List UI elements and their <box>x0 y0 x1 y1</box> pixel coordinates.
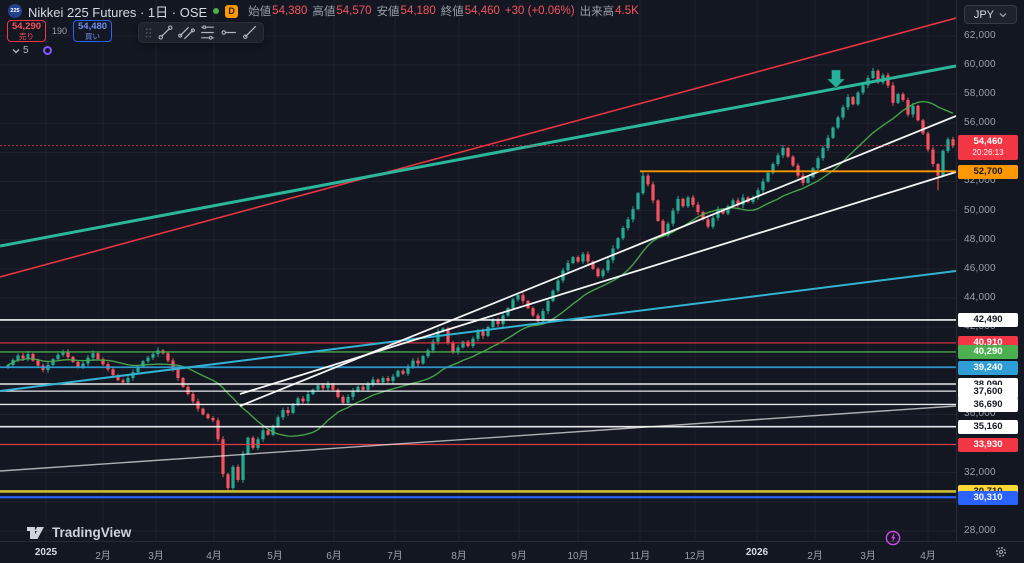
market-status-dot <box>213 8 220 14</box>
toolbar-drag-handle[interactable] <box>143 23 154 42</box>
time-tick-label: 2月 <box>95 551 111 562</box>
ohlc-values: 始値 54,380 高値 54,570 安値 54,180 終値 54,460 +30 … <box>248 3 639 19</box>
time-tick-label: 5月 <box>267 551 283 562</box>
time-tick-label: 11月 <box>629 551 651 562</box>
chart-legend: 225 Nikkei 225 Futures · 1日 · OSE D 始値 54… <box>8 3 639 20</box>
object-tree-toggle[interactable]: 5 <box>8 44 33 57</box>
time-tick-label: 4月 <box>206 551 222 562</box>
low-label: 安値 <box>376 6 400 18</box>
grid <box>0 0 956 541</box>
time-tick-label: 2月 <box>807 551 823 562</box>
buy-label: 買い <box>85 31 101 41</box>
cyan-support-line[interactable] <box>0 270 956 392</box>
buy-button[interactable]: 54,480 買い <box>73 20 113 42</box>
time-tick-label: 9月 <box>511 551 527 562</box>
axis-settings-gear-icon[interactable] <box>995 546 1007 558</box>
close-value: 54,460 <box>464 5 500 17</box>
sell-button[interactable]: 54,290 売り <box>7 20 46 42</box>
price-tick-label: 60,000 <box>964 59 996 70</box>
price-tick-label: 56,000 <box>964 117 996 129</box>
fib-retracement-tool-icon[interactable] <box>198 23 217 42</box>
time-tick-label: 6月 <box>326 551 342 562</box>
tradingview-logo[interactable]: TradingView <box>26 523 131 542</box>
high-value: 54,570 <box>336 5 372 17</box>
time-tick-label: 2025 <box>34 547 58 558</box>
price-tick-label: 52,000 <box>964 175 996 187</box>
time-tick-label: 4月 <box>920 551 936 562</box>
trend-line-tool-icon[interactable] <box>156 23 175 42</box>
price-level-label[interactable]: 40,290 <box>958 345 1018 360</box>
price-tick-label: 28,000 <box>964 524 996 536</box>
price-level-label[interactable]: 35,160 <box>958 420 1018 435</box>
high-label: 高値 <box>312 6 336 18</box>
time-tick-label: 2026 <box>745 547 769 558</box>
currency-selector-button[interactable]: JPY <box>963 5 1017 24</box>
white-channel-upper[interactable] <box>239 115 956 407</box>
price-level-label[interactable]: 52,700 <box>958 164 1018 179</box>
object-count: 5 <box>23 45 29 56</box>
ray-tool-icon[interactable] <box>240 23 259 42</box>
time-tick-label: 12月 <box>684 551 706 562</box>
currency-label: JPY <box>973 8 994 21</box>
price-tick-label: 62,000 <box>964 29 996 41</box>
price-level-label[interactable]: 30,310 <box>958 490 1018 505</box>
close-label: 終値 <box>440 6 464 18</box>
price-tick-label: 58,000 <box>964 88 996 100</box>
open-label: 始値 <box>248 6 272 18</box>
chevron-down-icon <box>12 48 20 53</box>
price-level-label[interactable]: 39,240 <box>958 360 1018 375</box>
price-tick-label: 32,000 <box>964 466 996 478</box>
candlestick-chart[interactable] <box>0 0 956 541</box>
price-tick-label: 36,000 <box>964 408 996 420</box>
arrow-down-marker[interactable] <box>826 69 846 89</box>
price-level-label[interactable]: 37,600 <box>958 384 1018 399</box>
moving-average-line <box>7 100 954 437</box>
time-tick-label: 10月 <box>567 551 589 562</box>
time-tick-label: 3月 <box>148 551 164 562</box>
red-resistance-line[interactable] <box>0 17 956 278</box>
drawing-toolbar <box>138 22 264 43</box>
legend-collapsed-row: 5 <box>8 44 52 57</box>
market-status-flash-icon[interactable] <box>885 530 901 546</box>
white-channel-lower[interactable] <box>239 171 956 395</box>
gray-long-trendline[interactable] <box>0 405 956 472</box>
chevron-down-icon <box>999 12 1007 17</box>
price-tick-label: 48,000 <box>964 233 996 245</box>
sell-price: 54,290 <box>11 20 42 32</box>
price-level-label[interactable]: 54,460 20:26:13 <box>958 134 1018 160</box>
trade-panel: 54,290 売り 190 54,480 買い <box>7 20 113 42</box>
volume-value: 4.5K <box>615 5 639 17</box>
price-level-label[interactable]: 33,930 <box>958 438 1018 453</box>
tradingview-logo-icon <box>27 527 44 539</box>
symbol-logo: 225 <box>8 4 22 18</box>
volume-label: 出来高 <box>579 6 615 18</box>
symbol-title[interactable]: Nikkei 225 Futures · 1日 · OSE <box>28 4 208 20</box>
time-axis[interactable]: 2025 2月 3月 4月 5月 6月 7月 8月 9月 10月 11月 12月 2026 2月 3月 4月 <box>0 541 1024 563</box>
parallel-channel-tool-icon[interactable] <box>177 23 196 42</box>
low-value: 54,180 <box>400 5 436 17</box>
time-tick-label: 7月 <box>387 551 403 562</box>
price-level-label[interactable]: 42,490 <box>958 313 1018 328</box>
buy-price: 54,480 <box>78 20 108 32</box>
price-level-label[interactable]: 36,690 <box>958 397 1018 412</box>
change-value: +30 (+0.06%) <box>504 5 575 17</box>
loading-ring-icon[interactable] <box>42 46 52 55</box>
delayed-data-badge: D <box>225 4 239 18</box>
price-tick-label: 46,000 <box>964 262 996 274</box>
open-value: 54,380 <box>272 5 308 17</box>
teal-resistance-line[interactable] <box>0 64 956 248</box>
tradingview-logo-text: TradingView <box>52 525 132 540</box>
sell-label: 売り <box>19 31 34 41</box>
spread-value: 190 <box>52 26 68 36</box>
time-tick-label: 3月 <box>860 551 876 562</box>
price-tick-label: 44,000 <box>964 291 996 303</box>
price-axis[interactable]: 62,000 60,000 58,000 56,000 52,000 50,000 48,0… <box>956 0 1024 541</box>
price-tick-label: 50,000 <box>964 204 996 216</box>
time-tick-label: 8月 <box>451 551 467 562</box>
horizontal-ray-tool-icon[interactable] <box>219 23 238 42</box>
